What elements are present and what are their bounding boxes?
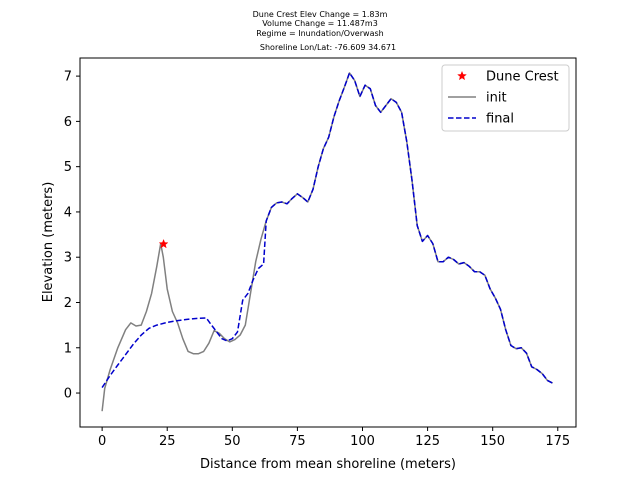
legend-swatch-dune-crest [457,70,467,81]
y-tick-label: 3 [64,251,72,266]
y-tick-label: 6 [64,115,72,130]
y-axis-label: Elevation (meters) [41,182,56,303]
title-line-shoreline-coords: Shoreline Lon/Lat: -76.609 34.671 [260,43,396,52]
x-tick-label: 0 [98,434,106,449]
y-tick-label: 1 [64,341,72,356]
y-tick-label: 4 [64,205,72,220]
x-tick-label: 150 [480,434,505,449]
legend-label-final: final [486,112,514,127]
x-tick-label: 100 [350,434,375,449]
x-axis-label: Distance from mean shoreline (meters) [200,457,456,472]
x-tick-label: 75 [289,434,306,449]
x-tick-label: 175 [545,434,570,449]
title-line-crest-change: Dune Crest Elev Change = 1.83m [253,10,388,19]
legend-label-init: init [486,91,507,106]
y-tick-label: 5 [64,160,72,175]
y-axis: 0 1 2 3 4 5 6 7 [64,70,80,402]
y-tick-label: 0 [64,387,72,402]
legend-box [441,64,570,132]
x-tick-label: 25 [159,434,176,449]
x-axis: 0 25 50 75 100 125 150 175 [98,427,570,449]
y-tick-label: 2 [64,296,72,311]
title-line-volume-change: Volume Change = 11.487m3 [262,19,378,28]
x-tick-label: 125 [415,434,440,449]
legend: Dune Crest init final [441,64,570,132]
series-layer [101,72,553,412]
chart-title: Dune Crest Elev Change = 1.83m Volume Ch… [253,10,396,52]
title-line-regime: Regime = Inundation/Overwash [256,29,383,38]
marker-dune-crest [158,238,169,249]
legend-label-dune-crest: Dune Crest [486,70,559,85]
plot-frame [79,57,577,428]
series-line-final [101,72,553,389]
marker-layer [158,238,169,249]
x-tick-label: 50 [224,434,241,449]
y-tick-label: 7 [64,70,72,85]
